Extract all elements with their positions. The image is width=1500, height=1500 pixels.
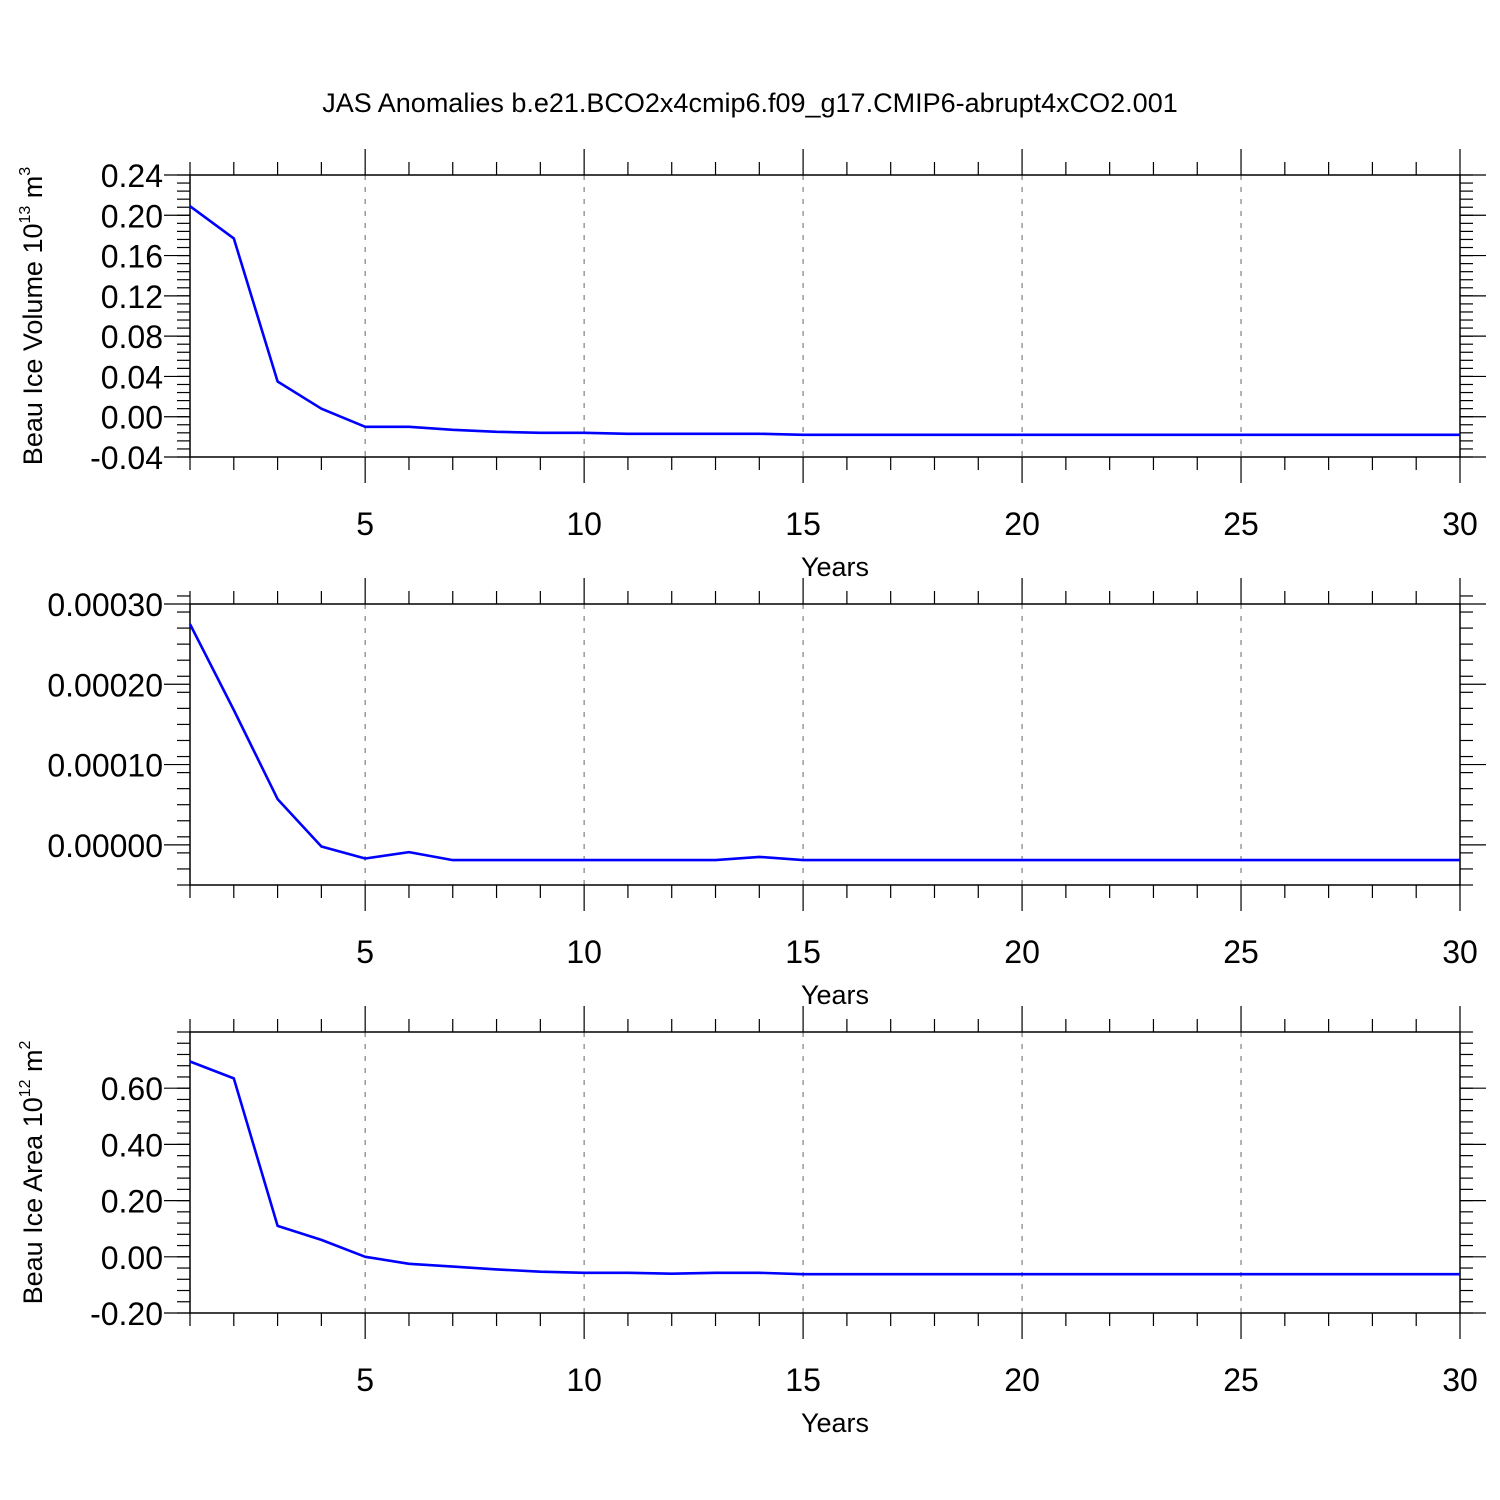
series-line-1	[189, 205, 1460, 437]
x-tick-label: 15	[785, 934, 821, 970]
x-tick-label: 25	[1223, 506, 1259, 542]
y-tick-label: 0.20	[101, 198, 163, 234]
y-tick-label: 0.00030	[47, 587, 163, 623]
y-tick-label: 0.00020	[47, 667, 163, 703]
y-tick-label: 0.00010	[47, 748, 163, 784]
x-tick-label: 5	[356, 1362, 374, 1398]
y-tick-label: 0.60	[101, 1071, 163, 1107]
y-axis-title: Beau Ice Volume 1013 m3	[17, 167, 48, 465]
plot-frame	[189, 603, 1461, 886]
x-tick-label: 20	[1004, 934, 1040, 970]
plot-frame	[189, 174, 1461, 458]
y-tick-label: 0.00	[101, 400, 163, 436]
y-tick-label: 0.08	[101, 319, 163, 355]
y-tick-label: 0.40	[101, 1127, 163, 1163]
x-tick-label: 15	[785, 506, 821, 542]
x-tick-label: 5	[356, 506, 374, 542]
y-tick-label: 0.16	[101, 239, 163, 275]
x-tick-label: 30	[1442, 506, 1478, 542]
x-tick-label: 10	[566, 934, 602, 970]
x-tick-label: 30	[1442, 934, 1478, 970]
x-tick-label: 10	[566, 1362, 602, 1398]
x-axis-title: Years	[801, 552, 869, 582]
x-tick-label: 10	[566, 506, 602, 542]
x-tick-label: 15	[785, 1362, 821, 1398]
x-tick-label: 5	[356, 934, 374, 970]
x-axis-title: Years	[801, 980, 869, 1010]
y-tick-label: 0.12	[101, 279, 163, 315]
plot-panel-3: 5 10 15 20 25 30 Years -0.20 0.00 0.20 0.40 0.60 Bea…	[17, 1006, 1486, 1438]
series-line-1	[188, 623, 1460, 862]
y-tick-label: 0.04	[101, 359, 163, 395]
plot-panel-2: 5 10 15 20 25 30 Years 0.00000 0.00010 0.00020 0.0…	[47, 578, 1486, 1010]
x-tick-label: 30	[1442, 1362, 1478, 1398]
y-tick-label: 0.24	[101, 158, 163, 194]
x-tick-label: 25	[1223, 934, 1259, 970]
plot-panel-1: 5 10 15 20 25 30 Years -0.04 0.00 0.04 0.08 0.12 0.1…	[17, 149, 1486, 582]
y-tick-label: 0.00	[101, 1240, 163, 1276]
chart-title: JAS Anomalies b.e21.BCO2x4cmip6.f09_g17.…	[322, 88, 1177, 118]
y-tick-label: -0.20	[90, 1296, 163, 1332]
x-tick-label: 25	[1223, 1362, 1259, 1398]
plot-frame	[189, 1031, 1461, 1314]
y-tick-label: 0.20	[101, 1184, 163, 1220]
x-tick-label: 20	[1004, 506, 1040, 542]
x-tick-label: 20	[1004, 1362, 1040, 1398]
y-axis-title: Beau Ice Area 1012 m2	[17, 1040, 48, 1304]
y-tick-label: 0.00000	[47, 828, 163, 864]
y-tick-label: -0.04	[90, 440, 163, 476]
x-axis-title: Years	[801, 1408, 869, 1438]
series-line-1	[189, 1060, 1460, 1276]
